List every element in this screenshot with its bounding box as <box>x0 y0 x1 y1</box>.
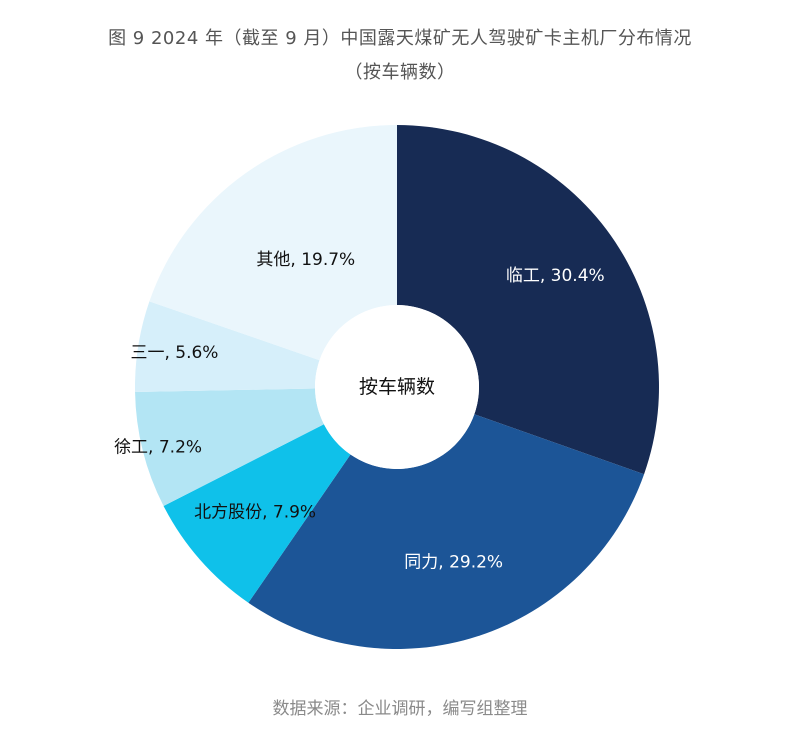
chart-subtitle: （按车辆数） <box>344 62 456 83</box>
source-note: 数据来源：企业调研，编写组整理 <box>272 699 528 719</box>
slice-label-1: 同力, 29.2% <box>404 552 503 572</box>
slice-0 <box>397 125 659 475</box>
chart-title: 图 9 2024 年（截至 9 月）中国露天煤矿无人驾驶矿卡主机厂分布情况 <box>108 28 692 49</box>
slice-2 <box>163 424 351 603</box>
slice-label-2: 北方股份, 7.9% <box>194 502 316 522</box>
slice-label-3: 徐工, 7.2% <box>114 438 202 458</box>
slice-label-0: 临工, 30.4% <box>506 266 605 286</box>
slice-1 <box>248 414 645 650</box>
slice-labels: 临工, 30.4% 同力, 29.2% 北方股份, 7.9% 徐工, 7.2% 三一, … <box>114 250 605 572</box>
center-label: 按车辆数 <box>359 376 435 398</box>
slice-3 <box>135 388 324 506</box>
donut-hole <box>315 305 479 469</box>
slice-4 <box>135 301 320 392</box>
slice-5 <box>149 125 397 361</box>
slice-label-4: 三一, 5.6% <box>130 343 218 363</box>
donut-slices <box>135 125 659 650</box>
slice-label-5: 其他, 19.7% <box>256 250 355 270</box>
